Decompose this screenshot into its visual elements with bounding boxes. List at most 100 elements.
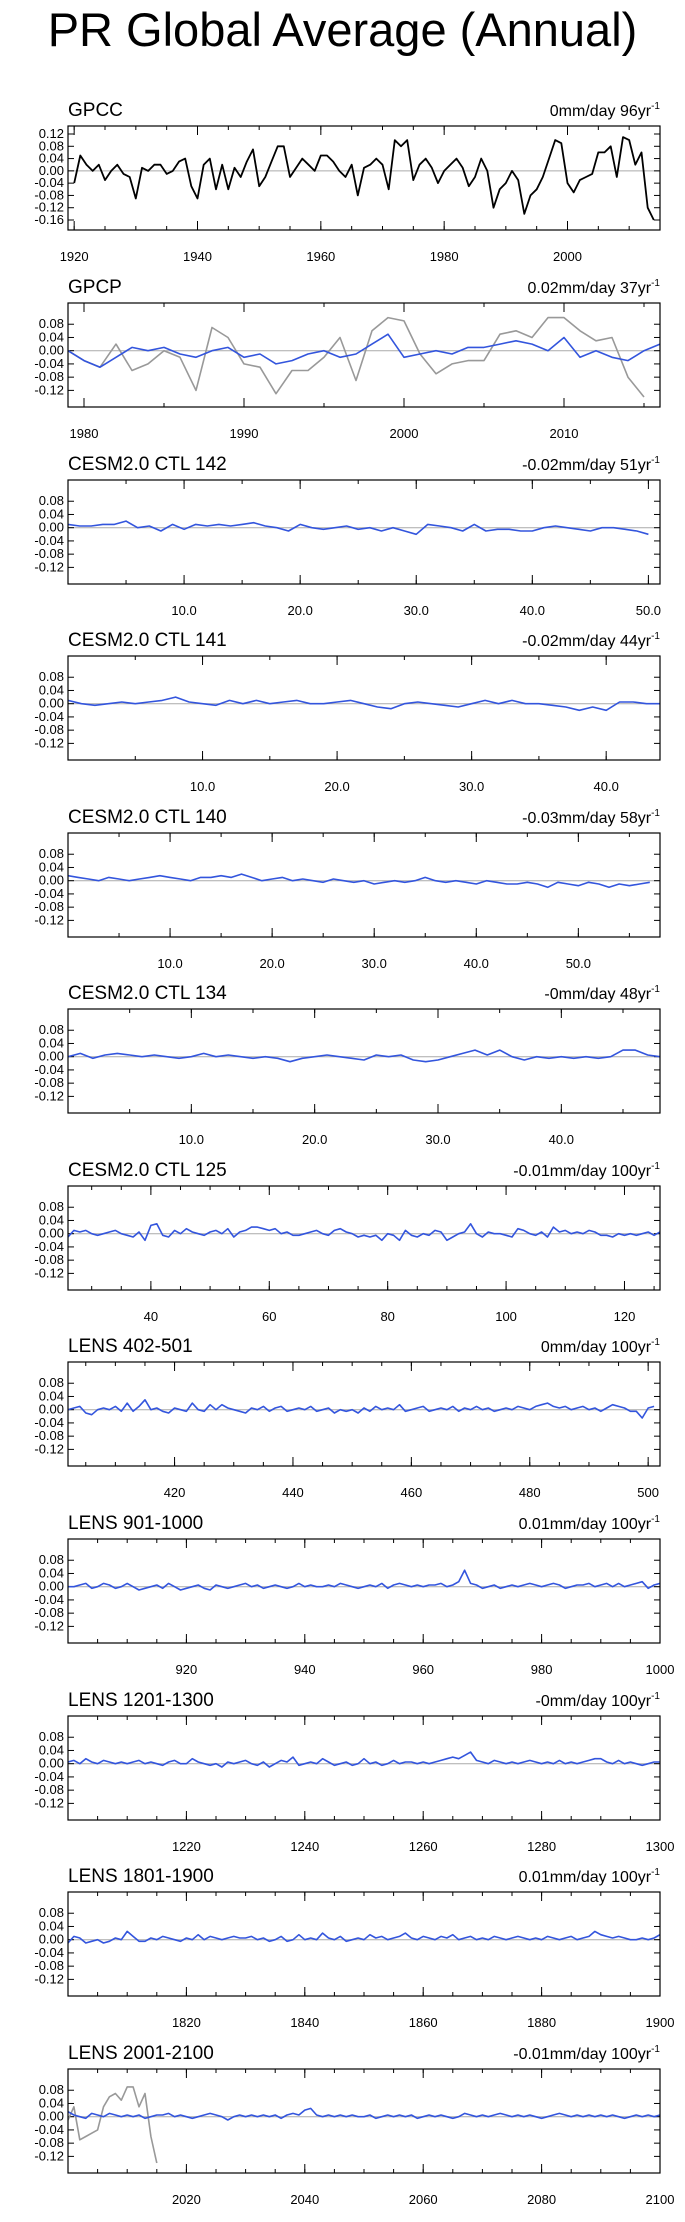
chart-panel: LENS 901-1000 0.01mm/day 100yr-1 0.080.040…	[34, 1513, 674, 1677]
chart-trend-exponent: -1	[651, 1514, 660, 1525]
y-tick-label: 0.00	[39, 1932, 64, 1947]
y-tick-label: 0.00	[39, 873, 64, 888]
y-tick-label: 0.08	[39, 1552, 64, 1567]
chart-title: LENS 1801-1900	[68, 1866, 214, 1887]
y-tick-label: -0.08	[34, 187, 64, 202]
chart-trend-exponent: -1	[651, 278, 660, 289]
y-tick-label: -0.08	[34, 1428, 64, 1443]
y-tick-label: -0.04	[34, 1239, 64, 1254]
chart-title: CESM2.0 CTL 142	[68, 454, 227, 475]
chart-panel: CESM2.0 CTL 134 -0mm/day 48yr-1 0.080.040.…	[34, 983, 661, 1147]
x-tick-label: 440	[282, 1485, 304, 1500]
chart-title: LENS 402-501	[68, 1336, 193, 1357]
x-tick-label: 1220	[172, 1839, 201, 1854]
x-tick-label: 10.0	[179, 1132, 204, 1147]
y-tick-label: 0.04	[39, 1212, 64, 1227]
x-tick-label: 1260	[409, 1839, 438, 1854]
chart-title: CESM2.0 CTL 141	[68, 630, 227, 651]
y-tick-label: -0.12	[34, 1441, 64, 1456]
x-tick-label: 80	[380, 1309, 394, 1324]
x-tick-label: 40.0	[594, 779, 619, 794]
plot-frame	[67, 832, 661, 938]
y-tick-label: 0.04	[39, 1742, 64, 1757]
chart-title: GPCP	[68, 277, 122, 298]
y-tick-label: -0.12	[34, 735, 64, 750]
x-tick-label: 20.0	[324, 779, 349, 794]
x-tick-label: 980	[531, 1662, 553, 1677]
y-tick-label: 0.00	[39, 1579, 64, 1594]
y-tick-label: -0.04	[34, 1415, 64, 1430]
y-tick-label: 0.04	[39, 151, 64, 166]
x-tick-label: 2010	[550, 426, 579, 441]
x-tick-label: 20.0	[288, 603, 313, 618]
y-tick-label: -0.08	[34, 899, 64, 914]
y-tick-label: -0.16	[34, 212, 64, 227]
plot-frame	[67, 1008, 661, 1114]
x-tick-label: 10.0	[171, 603, 196, 618]
x-tick-label: 1820	[172, 2015, 201, 2030]
x-tick-label: 460	[401, 1485, 423, 1500]
chart-title: GPCC	[68, 100, 123, 121]
series-line-obs	[73, 136, 655, 221]
plot-frame	[67, 655, 661, 761]
y-tick-label: -0.12	[34, 382, 64, 397]
y-tick-label: -0.12	[34, 1971, 64, 1986]
y-tick-label: -0.12	[34, 1088, 64, 1103]
plot-frame	[67, 125, 661, 231]
series-line-model	[68, 1399, 655, 1419]
x-tick-label: 30.0	[404, 603, 429, 618]
y-tick-label: 0.00	[39, 1402, 64, 1417]
chart-panel: CESM2.0 CTL 125 -0.01mm/day 100yr-10.080.…	[34, 1160, 661, 1324]
y-tick-label: -0.04	[34, 1592, 64, 1607]
plot-frame	[67, 1185, 661, 1291]
x-tick-label: 2000	[553, 249, 582, 264]
x-tick-label: 10.0	[190, 779, 215, 794]
y-tick-label: -0.12	[34, 2148, 64, 2163]
y-tick-label: 0.00	[39, 1756, 64, 1771]
y-tick-label: -0.04	[34, 1769, 64, 1784]
series-line-model	[68, 1223, 660, 1242]
y-tick-label: -0.12	[34, 1265, 64, 1280]
y-tick-label: -0.12	[34, 1618, 64, 1633]
chart-panel: CESM2.0 CTL 140 -0.03mm/day 58yr-10.080.0…	[34, 807, 661, 971]
chart-trend-exponent: -1	[651, 631, 660, 642]
x-tick-label: 30.0	[362, 956, 387, 971]
plot-frame	[67, 2068, 661, 2174]
y-tick-label: -0.04	[34, 886, 64, 901]
x-tick-label: 1840	[290, 2015, 319, 2030]
series-line-model	[68, 1751, 660, 1768]
chart-trend-label: 0.01mm/day 100yr-1	[519, 1514, 661, 1533]
chart-panel: LENS 402-501 0mm/day 100yr-10.080.040.00-…	[34, 1336, 661, 1500]
x-tick-label: 940	[294, 1662, 316, 1677]
x-tick-label: 1960	[306, 249, 335, 264]
x-tick-label: 2060	[409, 2192, 438, 2207]
chart-title: LENS 1201-1300	[68, 1690, 214, 1711]
x-tick-label: 960	[412, 1662, 434, 1677]
chart-trend-label: -0.01mm/day 100yr-1	[513, 1161, 660, 1180]
y-tick-label: -0.08	[34, 369, 64, 384]
chart-title: CESM2.0 CTL 140	[68, 807, 227, 828]
x-tick-label: 1880	[527, 2015, 556, 2030]
chart-trend-exponent: -1	[651, 1867, 660, 1878]
x-tick-label: 60	[262, 1309, 276, 1324]
y-tick-label: 0.04	[39, 682, 64, 697]
y-tick-label: 0.00	[39, 343, 64, 358]
y-tick-label: 0.08	[39, 138, 64, 153]
chart-trend-label: 0.01mm/day 100yr-1	[519, 1867, 661, 1886]
plot-frame	[67, 1715, 661, 1821]
chart-trend-label: -0mm/day 48yr-1	[544, 984, 660, 1003]
x-tick-label: 1900	[646, 2015, 675, 2030]
chart-title: CESM2.0 CTL 134	[68, 983, 227, 1004]
y-tick-label: 0.08	[39, 1729, 64, 1744]
x-tick-label: 2040	[290, 2192, 319, 2207]
y-tick-label: -0.04	[34, 356, 64, 371]
y-tick-label: -0.08	[34, 2135, 64, 2150]
x-tick-label: 1980	[430, 249, 459, 264]
x-tick-label: 1920	[60, 249, 89, 264]
x-tick-label: 40.0	[464, 956, 489, 971]
plot-frame	[67, 479, 661, 585]
page-title: PR Global Average (Annual)	[47, 3, 638, 56]
chart-trend-label: -0.01mm/day 100yr-1	[513, 2044, 660, 2063]
series-line-model	[68, 1569, 660, 1591]
